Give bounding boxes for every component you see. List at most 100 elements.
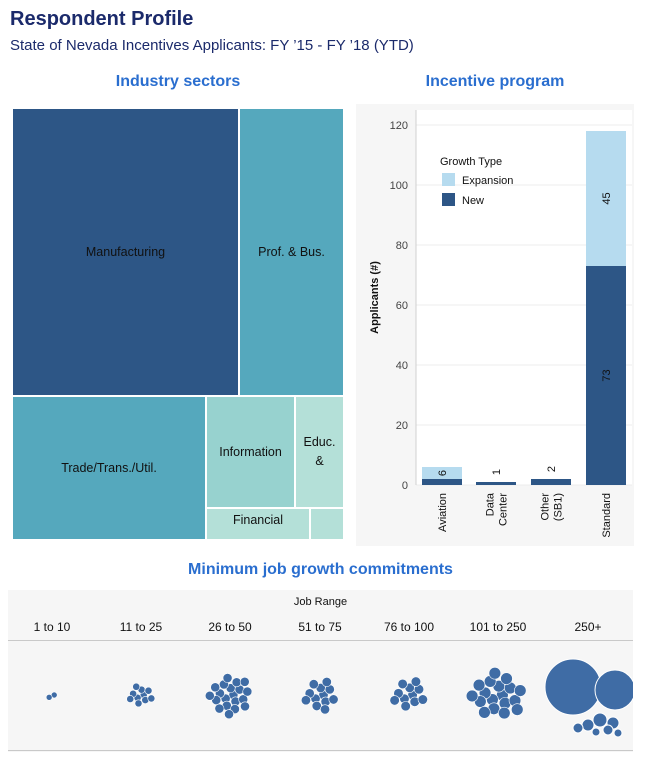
bubble — [328, 694, 339, 705]
x-tick-label: Aviation — [437, 493, 449, 532]
y-tick-label: 40 — [396, 360, 408, 372]
bubble — [240, 701, 250, 712]
y-tick-label: 100 — [390, 180, 408, 192]
bar-segment-new — [531, 479, 571, 485]
bubble — [602, 724, 614, 736]
x-tick-label: (SB1) — [553, 493, 565, 521]
bubble — [514, 684, 527, 697]
bubble — [472, 678, 486, 692]
bubble — [572, 722, 584, 734]
y-tick-label: 80 — [396, 240, 408, 252]
tile-trade[interactable]: Trade/Trans./Util. — [12, 396, 206, 540]
bar-segment-new — [476, 482, 516, 485]
job-range-label: 51 to 75 — [298, 620, 342, 634]
bubble — [581, 718, 595, 732]
tile-manufacturing[interactable]: Manufacturing — [12, 108, 239, 396]
bubble — [144, 686, 153, 695]
y-tick-label: 0 — [402, 480, 408, 492]
y-tick-label: 60 — [396, 300, 408, 312]
industry-sectors-title: Industry sectors — [115, 73, 241, 90]
incentive-bar-chart: 0 20 40 60 80 100 120 Applicants (#) Aviation Dat… — [356, 104, 634, 546]
bottom-divider — [8, 750, 633, 751]
legend-swatch — [442, 173, 455, 186]
job-growth-title: Minimum job growth commitments — [188, 561, 453, 578]
tile-label-trade: Trade/Trans./Util. — [61, 460, 157, 475]
bubble — [488, 667, 502, 680]
bubble — [300, 695, 311, 706]
job-growth-panel: Job Range 1 to 10 11 to 25 26 to 50 51 t… — [8, 590, 633, 752]
bubble — [320, 704, 331, 715]
header-divider — [8, 640, 633, 641]
bubble — [410, 676, 422, 687]
bubble — [242, 686, 253, 697]
bar-segment-new — [422, 479, 462, 485]
bar-value-label: 1 — [491, 469, 503, 475]
incentive-program-title: Incentive program — [425, 73, 565, 90]
bubble — [239, 676, 250, 687]
y-tick-label: 120 — [390, 120, 408, 132]
x-tick-label: Data — [485, 492, 497, 516]
bar-value-label: 45 — [601, 192, 613, 204]
bubble — [397, 678, 408, 690]
bubble — [500, 672, 513, 685]
tile-label-manufacturing: Manufacturing — [85, 244, 166, 259]
job-range-axis-title: Job Range — [293, 596, 348, 608]
x-tick-label: Standard — [601, 493, 613, 538]
tile-educ[interactable]: Educ. & — [295, 396, 344, 508]
tile-label-educ: Educ. & — [303, 435, 336, 468]
x-tick-label: Other — [540, 493, 552, 521]
bubble — [400, 701, 411, 712]
bubble — [511, 703, 524, 716]
industry-treemap: Manufacturing Prof. & Bus. Trade/Trans./… — [12, 108, 344, 540]
bubble — [592, 712, 608, 728]
bubble — [224, 709, 234, 720]
bubble — [594, 669, 633, 711]
bubble — [498, 706, 511, 720]
bubble — [147, 694, 156, 703]
bubble — [134, 699, 143, 708]
page-title: Respondent Profile — [10, 8, 194, 30]
bubble — [465, 689, 479, 703]
bubble — [45, 694, 53, 701]
job-range-label: 101 to 250 — [469, 620, 527, 634]
bar-value-label: 73 — [601, 369, 613, 381]
bubble — [132, 682, 141, 691]
bar-segment-expansion — [422, 467, 462, 479]
bubble — [308, 679, 319, 690]
bubble — [210, 682, 221, 693]
bubble-chart — [45, 658, 633, 738]
legend-entry: Expansion — [462, 175, 513, 187]
bubble — [126, 695, 135, 703]
tile-label-information: Information — [219, 444, 282, 459]
tile-label-financial: Financial — [232, 513, 284, 527]
bubble — [321, 676, 332, 687]
job-range-label: 76 to 100 — [383, 620, 435, 634]
bubble — [613, 728, 623, 738]
bar-value-label: 2 — [546, 466, 558, 472]
bar-segment-expansion — [586, 131, 626, 266]
legend-swatch — [442, 193, 455, 206]
tile-prof-bus[interactable]: Prof. & Bus. — [239, 108, 344, 396]
job-range-label: 26 to 50 — [208, 620, 252, 634]
legend-title: Growth Type — [440, 156, 502, 168]
bubble — [591, 727, 601, 737]
y-tick-label: 20 — [396, 420, 408, 432]
bar-segment-new — [586, 266, 626, 485]
job-range-label: 11 to 25 — [119, 620, 163, 634]
legend-entry: New — [462, 195, 484, 207]
tile-other-small[interactable] — [310, 508, 344, 540]
job-range-label: 1 to 10 — [33, 620, 71, 634]
bubble — [544, 658, 602, 716]
tile-financial[interactable]: Financial — [206, 508, 310, 540]
bubble — [478, 706, 491, 719]
bubble — [214, 703, 225, 714]
x-tick-label: Center — [498, 493, 510, 526]
bubble — [204, 690, 215, 701]
tile-information[interactable]: Information — [206, 396, 295, 508]
tile-label-prof-bus: Prof. & Bus. — [258, 244, 325, 259]
bubble — [222, 673, 233, 683]
page-subtitle: State of Nevada Incentives Applicants: F… — [10, 37, 414, 54]
job-range-label: 250+ — [574, 620, 602, 634]
bubble — [417, 694, 428, 705]
bar-value-label: 6 — [437, 470, 449, 476]
